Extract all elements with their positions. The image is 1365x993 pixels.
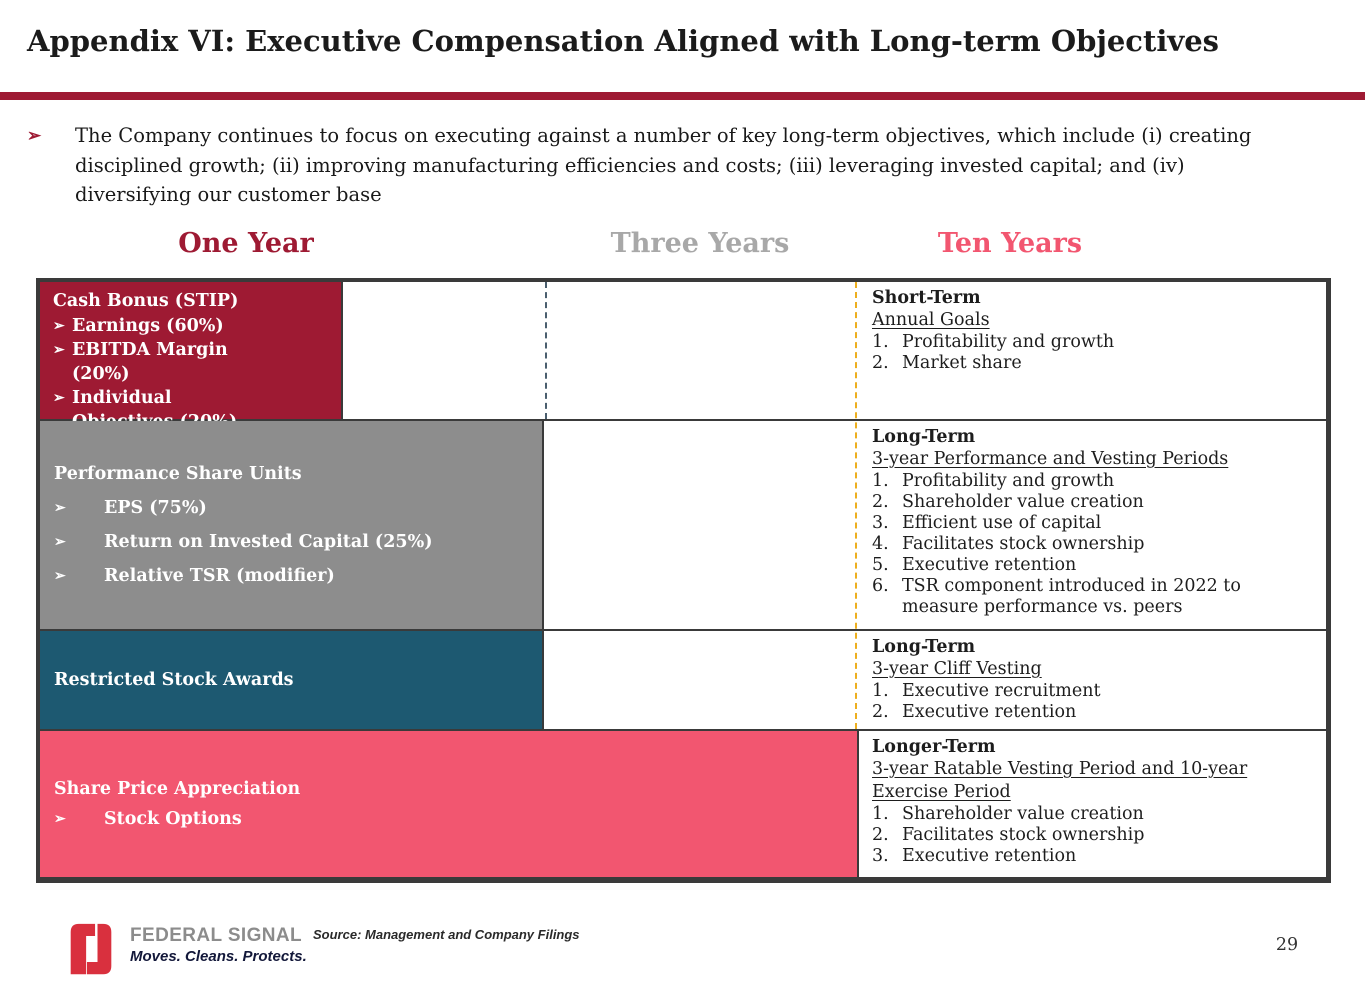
arrow-bullet-icon: ➢ [54,567,66,584]
bullet-label: Relative TSR (modifier) [104,565,335,586]
objective-item: Profitability and growth [902,332,1115,352]
table-row-restricted-stock-awards: Restricted Stock Awards Long-Term 3-year… [40,629,1326,729]
performance-share-units-box: Performance Share Units ➢ EPS (75%) ➢ Re… [40,421,544,629]
box-bullet: ➢ Stock Options [54,807,849,832]
objectives-list: Profitability and growth Market share [872,332,1322,374]
arrow-bullet-icon: ➢ [54,533,66,550]
compensation-table: Cash Bonus (STIP) ➢ Earnings (60%) ➢ EBI… [36,278,1331,883]
page-title: Appendix VI: Executive Compensation Alig… [27,24,1220,58]
timeline-header-one-year: One Year [178,228,314,259]
objective-item: Executive retention [902,702,1077,722]
table-row-performance-share-units: Performance Share Units ➢ EPS (75%) ➢ Re… [40,419,1326,629]
federal-signal-logo-icon [70,923,112,975]
bullet-label: Return on Invested Capital (25%) [104,531,433,552]
detail-cash-bonus: Short-Term Annual Goals Profitability an… [866,282,1322,419]
bullet-label: EPS (75%) [104,497,207,518]
detail-performance-share-units: Long-Term 3-year Performance and Vesting… [866,421,1322,629]
objective-item: Profitability and growth [902,471,1115,491]
term-label: Long-Term [872,427,976,447]
box-title: Cash Bonus (STIP) [53,291,239,311]
vesting-label: 3-year Ratable Vesting Period and 10-yea… [872,759,1248,802]
arrow-bullet-icon: ➢ [53,390,65,406]
objectives-list: Profitability and growth Shareholder val… [872,471,1322,618]
page-number: 29 [1275,935,1299,955]
source-note: Source: Management and Company Filings [313,927,580,942]
objective-item: Shareholder value creation [902,492,1144,512]
arrow-bullet-icon: ➢ [53,342,65,358]
term-label: Short-Term [872,288,981,308]
table-row-share-price-appreciation: Share Price Appreciation ➢ Stock Options… [40,729,1326,877]
timeline-header-three-years: Three Years [610,228,790,259]
intro-paragraph: The Company continues to focus on execut… [75,124,1252,206]
detail-share-price-appreciation: Longer-Term 3-year Ratable Vesting Perio… [866,731,1322,877]
arrow-bullet-icon: ➢ [54,810,66,827]
box-bullet: ➢ Return on Invested Capital (25%) [54,530,534,555]
objective-item: TSR component introduced in 2022 to meas… [902,576,1241,617]
box-title: Share Price Appreciation [54,778,301,799]
term-label: Longer-Term [872,737,996,757]
objective-item: Executive retention [902,846,1077,866]
objective-item: Market share [902,353,1022,373]
box-bullet: ➢ Relative TSR (modifier) [54,564,534,589]
table-row-cash-bonus: Cash Bonus (STIP) ➢ Earnings (60%) ➢ EBI… [40,282,1326,432]
cash-bonus-box: Cash Bonus (STIP) ➢ Earnings (60%) ➢ EBI… [40,282,343,432]
arrow-bullet-icon: ➢ [53,318,65,334]
title-divider-rule [0,92,1365,100]
term-label: Long-Term [872,637,976,657]
objectives-list: Executive recruitment Executive retentio… [872,681,1322,723]
bullet-label: EBITDA Margin (20%) [72,340,228,384]
objective-item: Executive recruitment [902,681,1101,701]
objective-item: Shareholder value creation [902,804,1144,824]
vesting-label: 3-year Performance and Vesting Periods [872,449,1229,469]
timeline-header-ten-years: Ten Years [937,228,1083,259]
logo-wordmark: FEDERAL SIGNAL [130,925,303,946]
objectives-list: Shareholder value creation Facilitates s… [872,804,1322,867]
bullet-label: Earnings (60%) [72,316,224,336]
box-title: Performance Share Units [54,463,302,484]
detail-restricted-stock-awards: Long-Term 3-year Cliff Vesting Executive… [866,631,1322,729]
box-bullet: ➢ EPS (75%) [54,496,534,521]
three-year-guide-line [545,282,547,419]
box-title: Restricted Stock Awards [54,669,294,690]
logo-tagline: Moves. Cleans. Protects. [130,948,307,965]
vesting-label: Annual Goals [872,310,990,330]
objective-item: Facilitates stock ownership [902,825,1145,845]
share-price-appreciation-box: Share Price Appreciation ➢ Stock Options [40,731,859,877]
box-bullet: ➢ Earnings (60%) [53,314,333,338]
objective-item: Efficient use of capital [902,513,1102,533]
arrow-bullet-icon: ➢ [54,499,66,516]
objective-item: Facilitates stock ownership [902,534,1145,554]
restricted-stock-awards-box: Restricted Stock Awards [40,631,544,729]
bullet-label: Stock Options [104,808,242,829]
vesting-label: 3-year Cliff Vesting [872,659,1042,679]
arrow-bullet-icon: ➢ [27,126,42,146]
objective-item: Executive retention [902,555,1077,575]
box-bullet: ➢ EBITDA Margin (20%) [53,338,333,386]
